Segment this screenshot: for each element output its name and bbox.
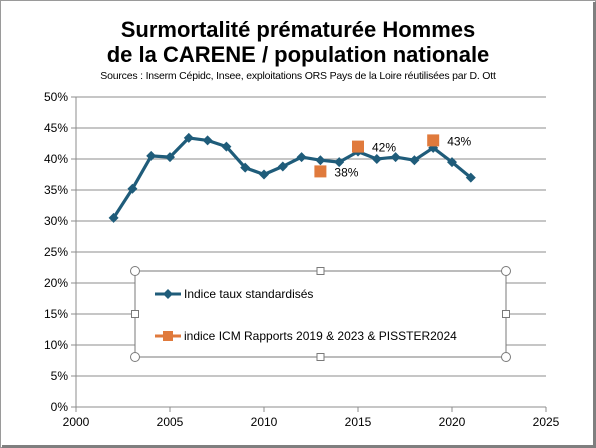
y-tick-label: 40%	[44, 152, 68, 166]
data-labels: 38% 42% 43%	[334, 134, 471, 179]
legend-resize-handle-corner[interactable]	[130, 352, 140, 362]
x-tick-label: 2020	[439, 415, 466, 429]
frame-shadow-right	[593, 2, 596, 448]
data-point-diamond	[296, 152, 307, 163]
y-tick-label: 0%	[51, 400, 69, 414]
y-tick-label: 15%	[44, 307, 68, 321]
y-tick-label: 45%	[44, 121, 68, 135]
legend-label: Indice taux standardisés	[184, 287, 313, 301]
chart-subtitle: Sources : Inserm Cépidc, Insee, exploita…	[100, 70, 496, 82]
data-point-diamond	[202, 135, 213, 146]
data-point-diamond	[334, 157, 345, 168]
x-tick-label: 2005	[157, 415, 184, 429]
frame-shadow-bottom	[2, 445, 596, 448]
y-tick-label: 20%	[44, 276, 68, 290]
y-axis-tick-labels: 0% 5% 10% 15% 20% 25% 30% 35% 40% 45% 50%	[44, 90, 68, 414]
legend[interactable]: Indice taux standardisés indice ICM Rappo…	[130, 266, 511, 362]
data-point-diamond	[240, 162, 251, 173]
data-label: 42%	[372, 141, 396, 155]
data-point-diamond	[127, 183, 138, 194]
y-tick-label: 25%	[44, 245, 68, 259]
y-tick-label: 10%	[44, 338, 68, 352]
legend-label: indice ICM Rapports 2019 & 2023 & PISSTE…	[184, 329, 457, 343]
legend-swatch-square	[163, 331, 173, 341]
data-point-diamond	[221, 141, 232, 152]
y-tick-label: 5%	[51, 369, 69, 383]
legend-swatch-diamond	[163, 289, 173, 299]
chart-title-line-2: de la CARENE / population nationale	[106, 42, 490, 67]
x-tick-label: 2015	[345, 415, 372, 429]
data-point-square	[352, 140, 364, 153]
legend-box[interactable]	[134, 270, 507, 358]
series-layer	[108, 132, 476, 223]
legend-resize-handle-edge[interactable]	[502, 310, 510, 318]
legend-resize-handle-edge[interactable]	[316, 267, 325, 275]
x-tick-label: 2000	[63, 415, 90, 429]
x-axis-tick-labels: 2000 2005 2010 2015 2020 2025	[63, 415, 560, 429]
y-tick-label: 50%	[44, 90, 68, 104]
data-point-diamond	[165, 152, 175, 163]
data-point-diamond	[183, 132, 194, 143]
chart-title-line-1: Surmortalité prématurée Hommes	[120, 17, 476, 42]
y-tick-label: 35%	[44, 183, 68, 197]
data-point-diamond	[259, 169, 269, 180]
legend-resize-handle-edge[interactable]	[131, 310, 139, 318]
data-point-square	[427, 134, 440, 147]
data-point-diamond	[390, 152, 401, 163]
data-label: 43%	[447, 134, 471, 148]
series-line-indice-taux-standardises	[112, 136, 472, 219]
legend-resize-handle-corner[interactable]	[501, 352, 511, 362]
data-point-diamond	[277, 161, 288, 172]
data-point-square	[314, 165, 327, 178]
x-tick-label: 2025	[533, 415, 560, 429]
data-point-diamond	[146, 150, 157, 161]
x-tick-label: 2010	[251, 415, 278, 429]
legend-resize-handle-corner[interactable]	[130, 266, 140, 276]
data-point-diamond	[371, 154, 382, 164]
data-label: 38%	[334, 165, 358, 179]
y-tick-label: 30%	[44, 214, 68, 228]
legend-resize-handle-corner[interactable]	[501, 266, 511, 276]
data-point-diamond	[447, 157, 457, 168]
data-point-diamond	[108, 212, 119, 223]
legend-resize-handle-edge[interactable]	[316, 353, 325, 361]
axes	[71, 96, 547, 412]
data-point-diamond	[409, 155, 420, 166]
data-point-diamond	[315, 155, 326, 166]
data-point-diamond	[465, 172, 476, 183]
